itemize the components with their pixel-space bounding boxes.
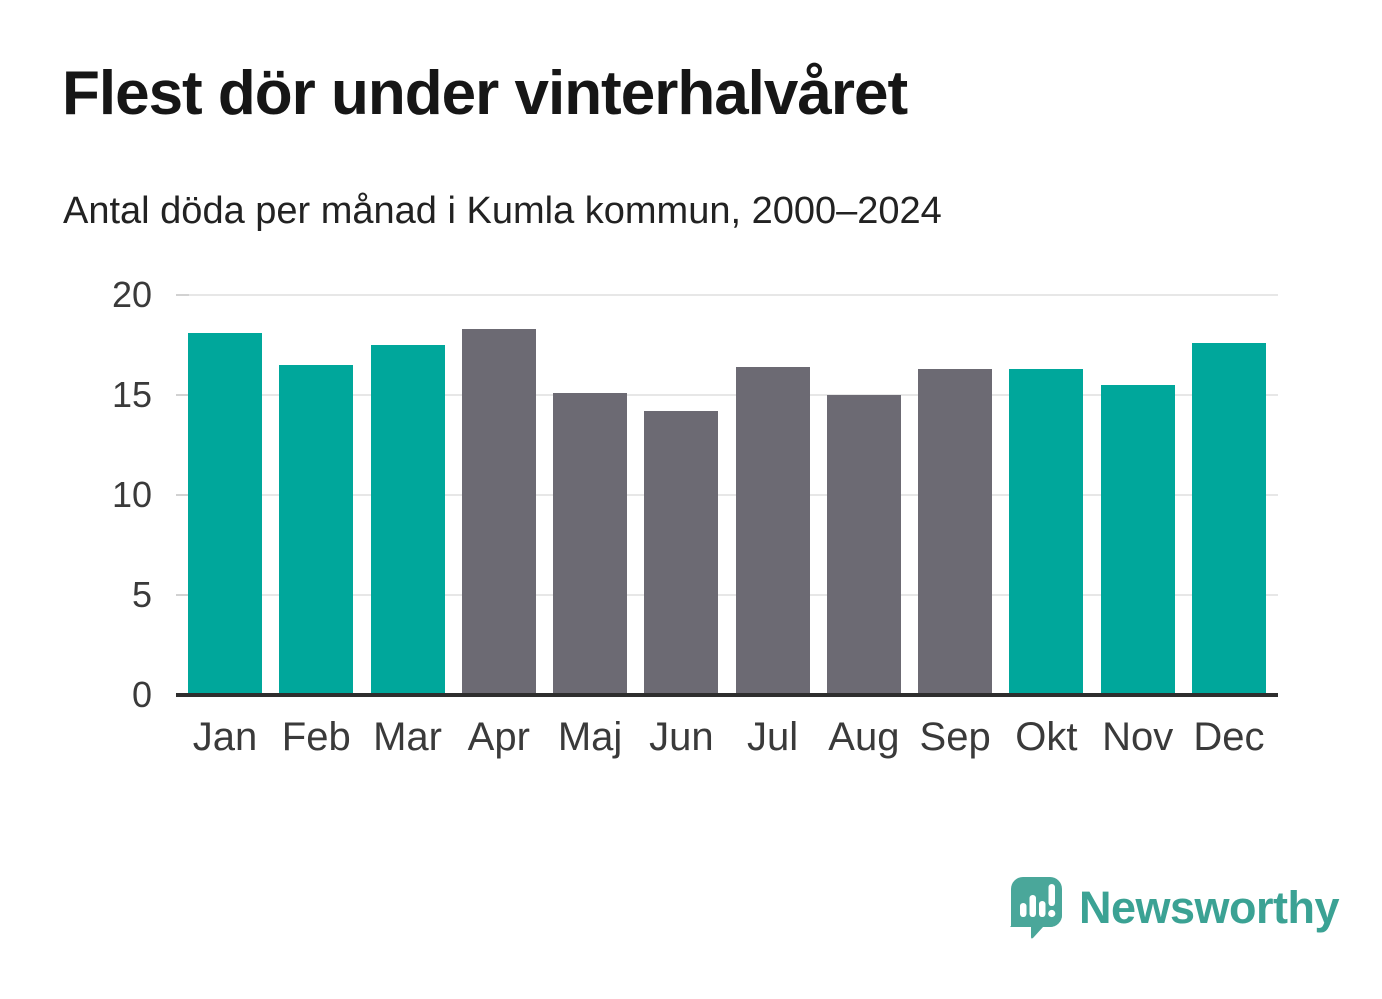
x-axis-label-dec: Dec — [1193, 715, 1265, 759]
x-axis-label-nov: Nov — [1102, 715, 1174, 759]
bar-nov — [1100, 385, 1175, 695]
bar-mar — [370, 345, 445, 695]
bar-jun — [644, 411, 719, 695]
axis-baseline — [176, 693, 1278, 697]
x-axis-label-mar: Mar — [373, 715, 442, 759]
y-axis-label-5: 5 — [131, 574, 152, 615]
bar-maj — [553, 393, 628, 695]
y-axis-label-15: 15 — [111, 374, 152, 415]
tick-mark-10 — [176, 494, 189, 496]
gridline-5 — [176, 594, 1278, 596]
y-axis-label-20: 20 — [111, 274, 152, 315]
page-title: Flest dör under vinterhalvåret — [62, 59, 908, 128]
newsworthy-wordmark: Newsworthy — [1079, 882, 1340, 933]
tick-mark-5 — [176, 594, 189, 596]
bar-jul — [735, 367, 810, 695]
bar-dec — [1191, 343, 1266, 695]
y-axis-label-0: 0 — [131, 674, 152, 715]
tick-mark-20 — [176, 294, 189, 296]
newsworthy-logo: Newsworthy — [1010, 876, 1340, 940]
gridline-10 — [176, 494, 1278, 496]
x-axis-label-jul: Jul — [747, 715, 799, 759]
x-axis-label-okt: Okt — [1015, 715, 1078, 759]
x-axis-label-apr: Apr — [467, 715, 530, 759]
gridline-15 — [176, 394, 1278, 396]
bar-aug — [826, 395, 901, 695]
plot-area — [176, 294, 1278, 697]
x-axis-label-aug: Aug — [828, 715, 900, 759]
gridline-20 — [176, 294, 1278, 296]
x-axis-label-jun: Jun — [649, 715, 714, 759]
newsworthy-bubble-chart-icon — [1010, 877, 1062, 939]
y-axis-label-10: 10 — [111, 474, 152, 515]
x-axis-label-jan: Jan — [192, 715, 258, 759]
bar-feb — [279, 365, 354, 695]
bar-jan — [188, 333, 262, 695]
x-axis-label-feb: Feb — [281, 715, 351, 759]
bars-row — [176, 295, 1278, 695]
bar-sep — [918, 369, 993, 695]
bar-okt — [1009, 369, 1084, 695]
bar-apr — [461, 329, 536, 695]
x-axis-label-maj: Maj — [557, 715, 623, 759]
chart-subtitle: Antal döda per månad i Kumla kommun, 200… — [63, 190, 942, 232]
x-axis-label-sep: Sep — [919, 715, 991, 759]
x-axis: Jan Feb Mar Apr Maj Jun Jul Aug Sep Okt Nov Dec — [176, 715, 1278, 760]
tick-mark-15 — [176, 394, 189, 396]
